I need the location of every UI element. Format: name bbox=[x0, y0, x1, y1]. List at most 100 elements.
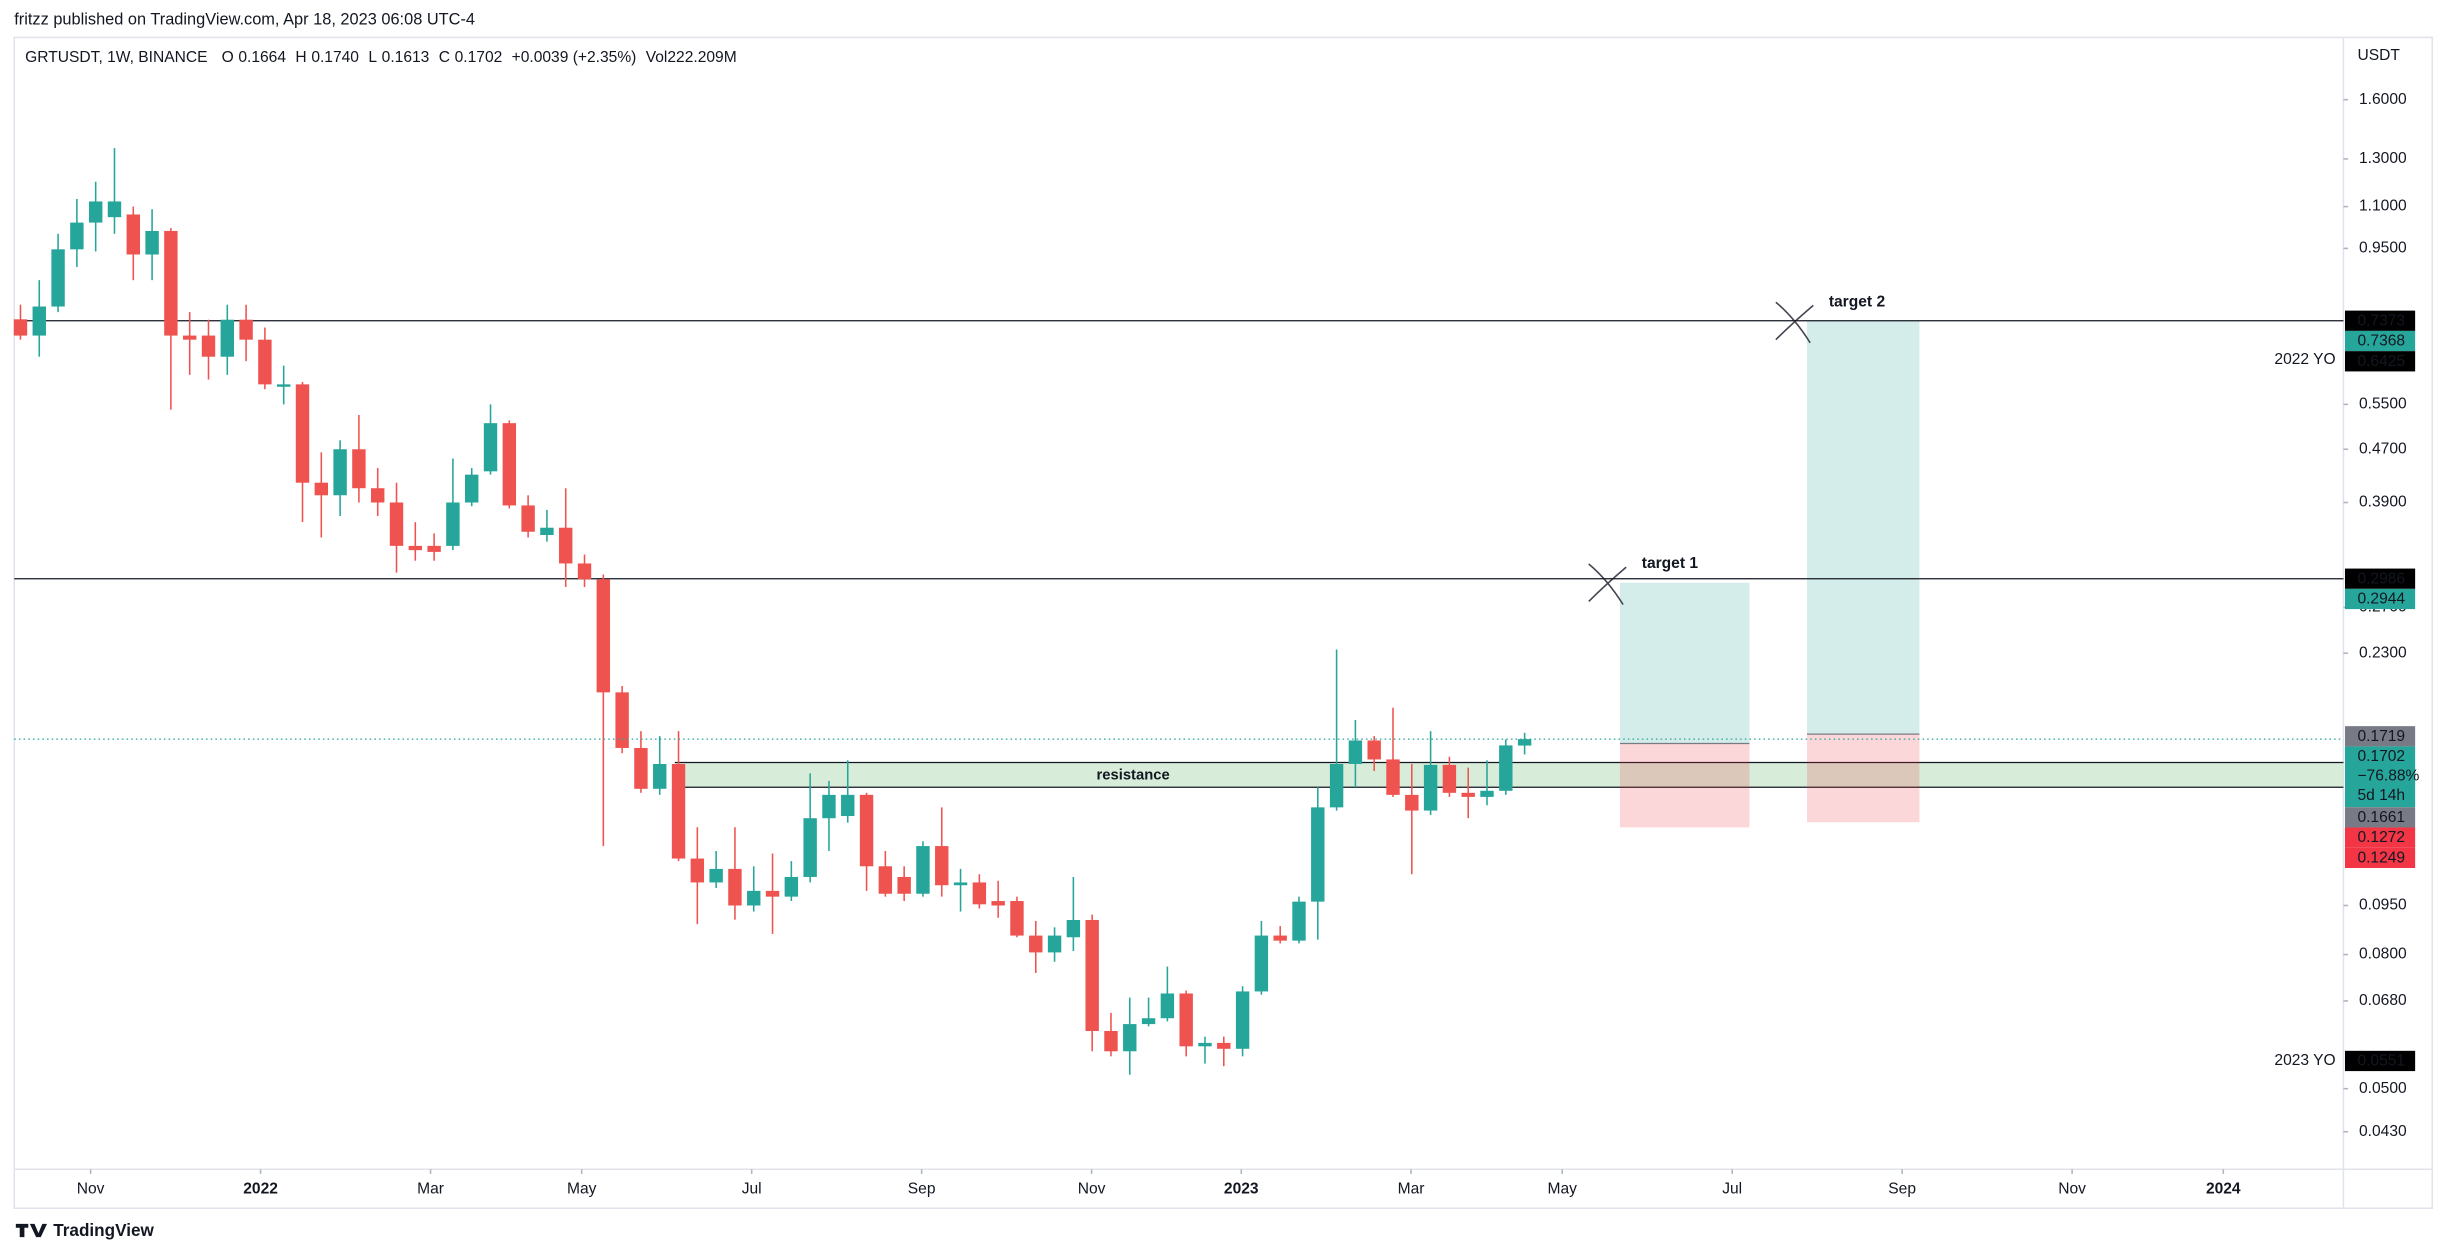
candle-body bbox=[747, 890, 761, 906]
x-tick-label: 2022 bbox=[243, 1181, 278, 1198]
cross-mark bbox=[1588, 563, 1627, 605]
price-label: 0.1272 bbox=[2357, 829, 2405, 846]
candle-body bbox=[634, 747, 648, 789]
candle-body bbox=[859, 794, 874, 867]
logo-icon bbox=[15, 1223, 48, 1238]
candle-body bbox=[803, 818, 817, 877]
candle-body bbox=[615, 692, 629, 748]
candle-body bbox=[1254, 935, 1269, 992]
candle-body bbox=[1141, 1018, 1156, 1025]
candle-body bbox=[239, 319, 253, 340]
y-tick-label: 0.0800 bbox=[2359, 946, 2407, 963]
candle-body bbox=[540, 527, 554, 536]
target-label: target 2 bbox=[1829, 293, 1886, 310]
x-tick-label: 2023 bbox=[1224, 1181, 1259, 1198]
candle-body bbox=[972, 882, 987, 905]
y-tick-label: 0.0500 bbox=[2359, 1080, 2407, 1097]
candle-body bbox=[1367, 740, 1381, 760]
x-tick-label: May bbox=[567, 1181, 597, 1198]
candle-body bbox=[1123, 1024, 1137, 1052]
price-label: 0.6425 bbox=[2357, 353, 2405, 370]
x-tick-label: Mar bbox=[1398, 1181, 1425, 1198]
candle-body bbox=[1348, 740, 1363, 764]
candle-body bbox=[1292, 901, 1306, 941]
price-change: −76.88% bbox=[2357, 768, 2419, 785]
candle-body bbox=[935, 846, 949, 886]
candle-body bbox=[1029, 935, 1043, 953]
publisher: fritzz published on TradingView.com, Apr… bbox=[14, 11, 475, 29]
price-label-box bbox=[2344, 847, 2416, 869]
y-tick-label: 0.2300 bbox=[2359, 644, 2407, 661]
x-tick-label: Sep bbox=[908, 1181, 936, 1198]
candle-body bbox=[1329, 763, 1344, 808]
candle-body bbox=[389, 502, 404, 546]
candle-body bbox=[878, 866, 893, 894]
price-label-box bbox=[2344, 726, 2416, 747]
price-label-box bbox=[2344, 351, 2416, 372]
legend-text: 0.1702 bbox=[455, 49, 503, 66]
candle-body bbox=[577, 563, 592, 580]
price-label-box bbox=[2344, 330, 2416, 352]
candle-body bbox=[1085, 919, 1099, 1031]
candle-body bbox=[728, 868, 742, 906]
price-label: 0.2986 bbox=[2357, 570, 2405, 587]
loss-zone bbox=[1619, 743, 1750, 828]
candle-body bbox=[1480, 790, 1494, 797]
candle-body bbox=[13, 319, 28, 336]
x-tick-label: Jul bbox=[1722, 1181, 1742, 1198]
price-label: 0.7373 bbox=[2357, 312, 2405, 329]
candle-body bbox=[201, 335, 216, 357]
y-tick-label: 0.3900 bbox=[2359, 494, 2407, 511]
y-tick-label: 1.3000 bbox=[2359, 150, 2407, 167]
legend-text: 0.1613 bbox=[382, 49, 430, 66]
y-tick-label: 0.4700 bbox=[2359, 440, 2407, 457]
candle-body bbox=[1217, 1042, 1231, 1049]
candle-body bbox=[107, 201, 122, 218]
candle-body bbox=[408, 545, 423, 551]
candle-body bbox=[145, 230, 159, 255]
candle-body bbox=[1010, 901, 1024, 936]
price-label-box bbox=[2344, 588, 2416, 610]
target-label: target 1 bbox=[1642, 555, 1699, 572]
y-tick-label: 1.1000 bbox=[2359, 198, 2407, 215]
candle-body bbox=[258, 339, 272, 385]
price-label: 0.1719 bbox=[2357, 728, 2405, 745]
y-tick-label: 0.0950 bbox=[2359, 897, 2407, 914]
legend-text: L bbox=[368, 49, 377, 66]
candle-body bbox=[1423, 764, 1438, 811]
candle-body bbox=[521, 505, 535, 532]
candle-body bbox=[220, 319, 234, 357]
candle-body bbox=[182, 335, 197, 340]
price-label-box bbox=[2344, 1050, 2416, 1072]
candle-body bbox=[126, 214, 140, 255]
candle-body bbox=[1066, 919, 1081, 938]
level-note: 2022 YO bbox=[2274, 351, 2335, 368]
brand: TradingView bbox=[53, 1220, 154, 1240]
candle-body bbox=[559, 527, 573, 564]
legend-text: H bbox=[295, 49, 306, 66]
profit-zone bbox=[1807, 320, 1920, 735]
level-note: 2023 YO bbox=[2274, 1052, 2335, 1069]
x-tick-label: Nov bbox=[77, 1181, 105, 1198]
candle-body bbox=[709, 868, 723, 883]
price-label-box bbox=[2344, 568, 2416, 589]
zone-label: resistance bbox=[1097, 768, 1170, 784]
price-label: 0.7368 bbox=[2357, 333, 2405, 350]
y-tick-label: 0.0680 bbox=[2359, 992, 2407, 1009]
candle-body bbox=[427, 545, 441, 552]
candle-body bbox=[1517, 739, 1532, 746]
pane-border bbox=[13, 36, 2434, 1210]
candle-body bbox=[32, 306, 46, 336]
legend-text: C bbox=[439, 49, 450, 66]
candle-body bbox=[841, 794, 855, 817]
candle-body bbox=[465, 474, 479, 503]
footer-logo: TradingView bbox=[15, 1220, 154, 1240]
price-label-box bbox=[2344, 310, 2416, 331]
candle-body bbox=[502, 423, 517, 506]
candle-body bbox=[1198, 1042, 1212, 1047]
x-tick-label: 2024 bbox=[2206, 1181, 2241, 1198]
y-tick-label: 0.9500 bbox=[2359, 240, 2407, 257]
